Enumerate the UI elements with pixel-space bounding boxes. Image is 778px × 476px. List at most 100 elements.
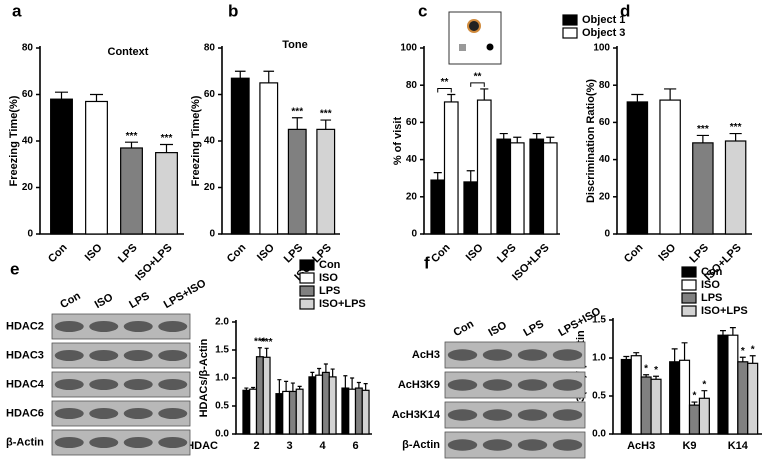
blot-column-label: Con [451,318,476,339]
blot-band [54,321,84,332]
bar [717,334,729,435]
blot-band [158,379,188,390]
blot-band [89,350,119,361]
error-bar [257,347,262,357]
legend-swatch [681,266,697,278]
significance: * [644,363,648,374]
significance: *** [254,336,266,347]
bar [509,142,525,235]
bar [659,99,681,235]
blot-band [517,409,548,421]
bar [361,389,370,435]
significance: * [751,344,755,355]
blot-band [54,379,84,390]
blot-band [123,408,153,419]
bar [640,376,652,435]
blot-band [447,349,478,361]
panel-letter: e [10,259,19,278]
blot-column-label: ISO [486,319,509,339]
blot-band [54,437,84,448]
error-bar [291,117,303,130]
legend-swatch [299,298,315,310]
y-tick-label: 20 [599,191,611,202]
inset-arena [448,11,502,65]
bar [476,99,492,235]
y-tick-label: 0 [411,229,417,240]
bar [50,98,73,235]
error-bar [671,348,678,362]
y-tick-label: 20 [22,182,34,193]
bar [348,388,357,435]
error-bar [297,385,302,390]
y-tick-label: 1.5 [592,315,606,326]
legend-label: Con [319,259,341,271]
error-bar [159,143,174,153]
blot-band [552,409,583,421]
blot-row-label: AcH3 [412,349,440,361]
bar [692,142,714,235]
blot-band [552,349,583,361]
bar [328,376,337,435]
y-axis-label: Discrimination Ratio(%) [585,79,597,203]
significance: * [693,391,697,402]
y-tick-label: 80 [22,43,34,54]
panel-letter: a [12,1,22,20]
legend-label: LPS [701,292,722,304]
blot-band [123,379,153,390]
legend-swatch [299,259,315,271]
legend-label: ISO+LPS [701,305,748,317]
legend-swatch [299,272,315,284]
significance: * [741,346,745,357]
blot-band [482,409,513,421]
x-axis-label: HDAC [186,440,218,452]
y-tick-label: 100 [593,43,610,54]
legend-label: ISO [701,279,720,291]
y-tick-label: 100 [400,43,417,54]
bar [542,142,558,235]
blot-band [158,321,188,332]
bar [315,374,324,435]
panel-letter: d [620,1,630,20]
bar [650,378,662,435]
bar [688,404,701,435]
bar [321,371,330,435]
blot-row-label: HDAC2 [6,320,44,332]
x-tick-label: K9 [682,440,696,452]
legend-swatch [681,279,697,291]
legend-label: ISO [319,272,338,284]
y-axis-label: HDACs/β-Actin [198,338,210,417]
blot-band [123,350,153,361]
error-bar [356,381,361,389]
bar [630,355,642,435]
bar [262,356,271,435]
y-tick-label: 60 [22,89,34,100]
error-bar [623,355,630,360]
blot-band [123,437,153,448]
x-tick-label: Con [46,241,70,265]
bar [295,388,304,435]
blot-column-label: LPS+ISO [162,277,209,311]
blot-band [517,439,548,451]
legend-swatch [681,292,697,304]
legend-swatch [299,285,315,297]
error-bar [264,347,269,358]
error-bar [696,134,709,143]
x-tick-label: Con [429,241,453,265]
y-tick-label: 40 [599,154,611,165]
y-tick-label: 80 [406,80,418,91]
error-bar [532,132,541,140]
x-tick-label: 6 [352,440,358,452]
error-bar [701,390,708,399]
blot-band [482,379,513,391]
blot-band [54,408,84,419]
x-tick-label: 3 [286,440,292,452]
bar [249,388,258,435]
significance: *** [126,131,138,142]
error-bar [320,119,332,130]
blot-band [517,349,548,361]
error-bar [631,93,644,102]
blot-band [482,439,513,451]
y-tick-label: 0.0 [592,429,606,440]
blot-band [447,379,478,391]
